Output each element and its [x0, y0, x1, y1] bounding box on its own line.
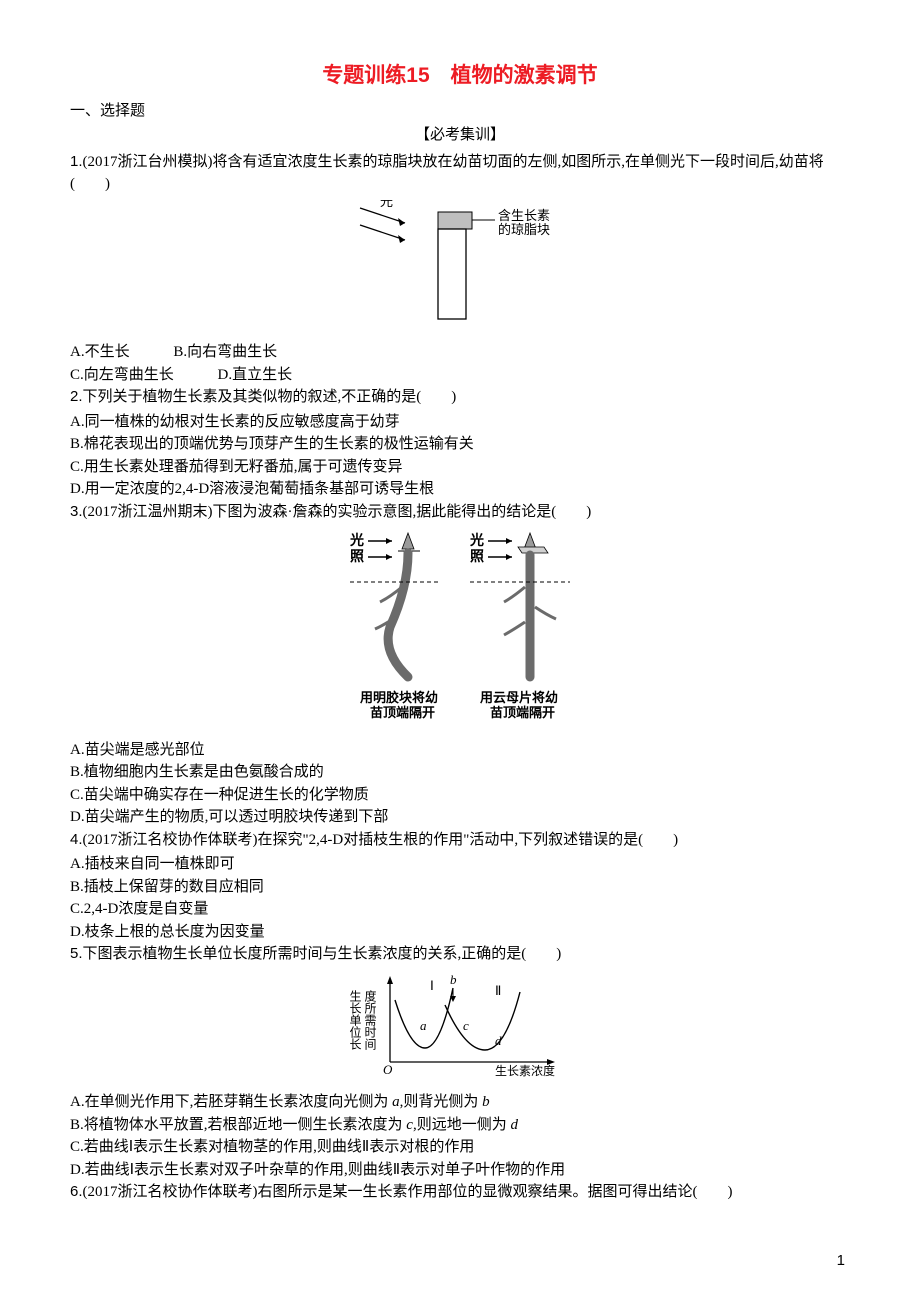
q2-optD: D.用一定浓度的2,4-D溶液浸泡葡萄插条基部可诱导生根 [70, 478, 850, 501]
q5-ylabel1: 生长单位长 [348, 989, 362, 1049]
q4-optA: A.插枝来自同一植株即可 [70, 853, 850, 876]
q6-stem: (2017浙江名校协作体联考)右图所示是某一生长素作用部位的显微观察结果。据图可… [83, 1184, 733, 1200]
q5-optB: B.将植物体水平放置,若根部近地一侧生长素浓度为 c,则远地一侧为 d [70, 1114, 850, 1137]
q5-d: d [495, 1033, 502, 1048]
page-title: 专题训练15 植物的激素调节 [70, 60, 850, 92]
q5-b: b [450, 972, 457, 987]
q5-xlabel: 生长素浓度 [495, 1063, 555, 1078]
q3-figure: 光 照 光 照 用明胶块将幼 苗顶端隔开 用云母 [70, 527, 850, 735]
q1-light-label: 光 [380, 200, 393, 209]
question-5: 5.下图表示植物生长单位长度所需时间与生长素浓度的关系,正确的是( ) [70, 943, 850, 966]
q5-stem: 下图表示植物生长单位长度所需时间与生长素浓度的关系,正确的是( ) [83, 946, 562, 962]
q3-optA: A.苗尖端是感光部位 [70, 739, 850, 762]
q2-optA: A.同一植株的幼根对生长素的反应敏感度高于幼芽 [70, 411, 850, 434]
q2-stem: 下列关于植物生长素及其类似物的叙述,不正确的是( ) [83, 389, 457, 405]
q4-num: 4. [70, 831, 83, 848]
q4-optB: B.插枝上保留芽的数目应相同 [70, 876, 850, 899]
q3-optB: B.植物细胞内生长素是由色氨酸合成的 [70, 761, 850, 784]
q5-optC: C.若曲线Ⅰ表示生长素对植物茎的作用,则曲线Ⅱ表示对根的作用 [70, 1136, 850, 1159]
q5-ylabel2: 度所需时间 [363, 988, 377, 1049]
q5-a: a [420, 1018, 427, 1033]
q3-stem: (2017浙江温州期末)下图为波森·詹森的实验示意图,据此能得出的结论是( ) [83, 504, 592, 520]
question-3: 3.(2017浙江温州期末)下图为波森·詹森的实验示意图,据此能得出的结论是( … [70, 501, 850, 524]
q1-optC: C.向左弯曲生长 [70, 364, 174, 387]
q1-stem: (2017浙江台州模拟)将含有适宜浓度生长素的琼脂块放在幼苗切面的左侧,如图所示… [70, 154, 824, 193]
q1-opts-row2: C.向左弯曲生长 D.直立生长 [70, 364, 850, 387]
q5-origin: O [383, 1062, 393, 1077]
q3-cap-right1: 用云母片将幼 [479, 690, 558, 705]
q1-num: 1. [70, 153, 83, 170]
q5-figure: 生长单位长 度所需时间 O 生长素浓度 Ⅰ Ⅱ b a c d [70, 970, 850, 1088]
q3-left-zhao: 照 [350, 549, 364, 565]
exam-subtitle: 【必考集训】 [70, 124, 850, 147]
q3-left-light: 光 [349, 532, 364, 549]
q3-right-light: 光 [469, 532, 484, 549]
q4-optD: D.枝条上根的总长度为因变量 [70, 921, 850, 944]
q6-num: 6. [70, 1183, 83, 1200]
q3-optD: D.苗尖端产生的物质,可以透过明胶块传递到下部 [70, 806, 850, 829]
page-number: 1 [837, 1250, 845, 1273]
q3-cap-left2: 苗顶端隔开 [370, 705, 435, 720]
q1-block-label1: 含生长素 [498, 208, 550, 223]
question-1: 1.(2017浙江台州模拟)将含有适宜浓度生长素的琼脂块放在幼苗切面的左侧,如图… [70, 151, 850, 196]
q2-num: 2. [70, 388, 83, 405]
q1-optA: A.不生长 [70, 341, 130, 364]
q1-block-label2: 的琼脂块 [498, 222, 550, 237]
q1-figure: 光 含生长素 的琼脂块 [70, 200, 850, 338]
q5-num: 5. [70, 945, 83, 962]
q1-opts-row1: A.不生长 B.向右弯曲生长 [70, 341, 850, 364]
q3-num: 3. [70, 503, 83, 520]
q1-optD: D.直立生长 [218, 364, 293, 387]
q5-optD: D.若曲线Ⅰ表示生长素对双子叶杂草的作用,则曲线Ⅱ表示对单子叶作物的作用 [70, 1159, 850, 1182]
q3-right-zhao: 照 [470, 549, 484, 565]
section-heading: 一、选择题 [70, 100, 850, 123]
q5-optA: A.在单侧光作用下,若胚芽鞘生长素浓度向光侧为 a,则背光侧为 b [70, 1091, 850, 1114]
q2-optC: C.用生长素处理番茄得到无籽番茄,属于可遗传变异 [70, 456, 850, 479]
q3-cap-left1: 用明胶块将幼 [359, 690, 438, 705]
q1-optB: B.向右弯曲生长 [173, 341, 277, 364]
question-4: 4.(2017浙江名校协作体联考)在探究"2,4-D对插枝生根的作用"活动中,下… [70, 829, 850, 852]
q2-optB: B.棉花表现出的顶端优势与顶芽产生的生长素的极性运输有关 [70, 433, 850, 456]
q4-stem: (2017浙江名校协作体联考)在探究"2,4-D对插枝生根的作用"活动中,下列叙… [83, 832, 679, 848]
question-6: 6.(2017浙江名校协作体联考)右图所示是某一生长素作用部位的显微观察结果。据… [70, 1181, 850, 1204]
q3-optC: C.苗尖端中确实存在一种促进生长的化学物质 [70, 784, 850, 807]
q5-c: c [463, 1018, 469, 1033]
q5-roman1: Ⅰ [430, 978, 434, 993]
question-2: 2.下列关于植物生长素及其类似物的叙述,不正确的是( ) [70, 386, 850, 409]
q3-cap-right2: 苗顶端隔开 [490, 705, 555, 720]
q4-optC: C.2,4-D浓度是自变量 [70, 898, 850, 921]
q5-roman2: Ⅱ [495, 983, 501, 998]
